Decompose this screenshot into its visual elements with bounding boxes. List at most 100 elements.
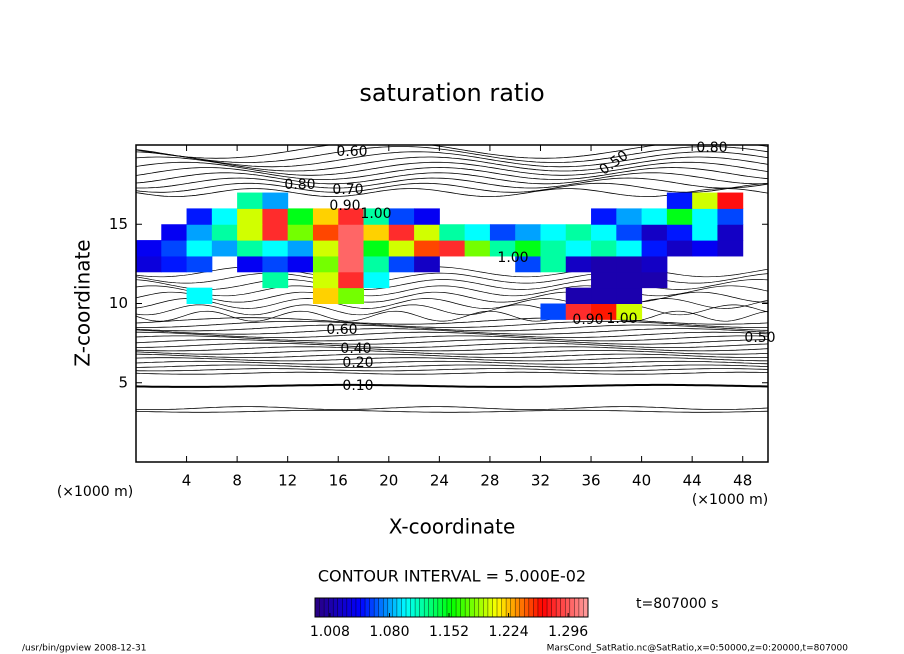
- shade-cell: [262, 255, 289, 273]
- colorbar-swatch: [578, 598, 584, 617]
- y-tick-label: 5: [118, 373, 128, 391]
- contour-label: 0.70: [332, 182, 363, 198]
- shade-cell: [591, 224, 617, 241]
- shade-cell: [666, 224, 693, 241]
- shade-cell: [414, 208, 440, 225]
- contour-line: [136, 156, 768, 172]
- shade-cell: [363, 224, 390, 241]
- colorbar-swatch: [346, 598, 352, 617]
- shade-cell: [363, 240, 390, 257]
- shade-cell: [591, 240, 617, 257]
- footer-left: /usr/bin/gpview 2008-12-31: [22, 644, 146, 654]
- contour-lines: [136, 145, 768, 413]
- y-unit: (×1000 m): [57, 484, 133, 500]
- colorbar-swatch: [583, 598, 589, 617]
- shade-cell: [186, 208, 213, 225]
- contour-line: [136, 335, 768, 342]
- y-tick-label: 10: [109, 294, 128, 312]
- shade-cell: [211, 240, 238, 257]
- shade-cell: [388, 240, 415, 257]
- shade-cell: [287, 255, 314, 273]
- colorbar-tick-label: 1.296: [548, 624, 588, 640]
- shade-cell: [717, 240, 744, 257]
- contour-line: [136, 320, 768, 328]
- shade-cell: [616, 240, 643, 257]
- shade-cell: [641, 224, 668, 241]
- contour-line: [136, 188, 768, 197]
- shade-cell: [237, 208, 263, 225]
- shade-cell: [666, 208, 693, 225]
- contour-line: [136, 357, 768, 362]
- shade-cell: [237, 224, 263, 241]
- contour-line: [136, 146, 768, 163]
- colorbar-swatch: [378, 598, 384, 617]
- shade-cell: [388, 255, 415, 273]
- contour-label: 0.90: [329, 198, 360, 214]
- shade-cell: [616, 287, 643, 304]
- shade-cell: [565, 255, 592, 273]
- shade-cell: [641, 240, 668, 257]
- contour-label: 0.80: [696, 140, 727, 156]
- shade-cell: [262, 192, 289, 209]
- contour-line: [136, 331, 768, 338]
- colorbar-swatch: [428, 598, 434, 617]
- colorbar-swatch: [528, 598, 534, 617]
- contour-label: 0.20: [342, 355, 373, 371]
- shade-cell: [338, 224, 365, 241]
- contour-label: 0.10: [342, 378, 373, 394]
- shade-cell: [414, 255, 440, 273]
- shade-cell: [540, 255, 567, 273]
- shade-cell: [312, 287, 339, 304]
- colorbar-swatch: [515, 598, 521, 617]
- contour-line: [136, 266, 768, 278]
- colorbar-swatch: [406, 598, 411, 617]
- shade-cell: [262, 208, 289, 225]
- shade-cell: [338, 208, 365, 225]
- contour-line: [136, 279, 768, 290]
- shade-cell: [591, 303, 617, 320]
- shade-cell: [186, 287, 213, 304]
- shade-cell: [414, 240, 440, 257]
- shade-cell: [641, 255, 668, 273]
- contour-label: 1.00: [497, 250, 528, 266]
- colorbar-swatch: [474, 598, 480, 617]
- shade-cell: [237, 240, 263, 257]
- shade-cell: [161, 224, 188, 241]
- shade-cell: [439, 224, 466, 241]
- shade-cell: [591, 271, 617, 289]
- contour-line: [136, 360, 768, 365]
- shade-cell: [692, 224, 718, 241]
- shade-cell: [616, 208, 643, 225]
- contour-label: 0.40: [340, 341, 371, 357]
- shade-cell: [616, 224, 643, 241]
- colorbar-swatch: [337, 598, 343, 617]
- colorbar-swatch: [437, 598, 443, 617]
- x-tick-label: 36: [581, 472, 600, 490]
- shade-cell: [363, 208, 390, 225]
- colorbar-swatch: [324, 598, 329, 617]
- shade-cell: [388, 208, 415, 225]
- shade-cell: [262, 224, 289, 241]
- colorbar-swatch: [469, 598, 475, 617]
- contour-line: [136, 310, 768, 322]
- colorbar-swatch: [569, 598, 575, 617]
- colorbar-swatch: [383, 598, 389, 617]
- shade-cell: [338, 271, 365, 289]
- shade-cell: [489, 240, 516, 257]
- contour-line: [136, 317, 768, 325]
- colorbar-swatch: [542, 598, 548, 617]
- y-axis-label: Z-coordinate: [71, 239, 95, 366]
- contour-label: 0.60: [326, 322, 357, 338]
- shade-cell: [312, 208, 339, 225]
- shade-cell: [211, 208, 238, 225]
- shade-cell: [312, 224, 339, 241]
- colorbar-tick-label: 1.080: [369, 624, 409, 640]
- x-tick-label: 12: [278, 472, 297, 490]
- shade-cell: [540, 303, 567, 320]
- colorbar-swatch: [355, 598, 361, 617]
- shade-cell: [641, 208, 668, 225]
- shade-cell: [161, 255, 188, 273]
- contour-line: [136, 172, 768, 185]
- shade-cell: [338, 240, 365, 257]
- shade-cell: [464, 224, 491, 241]
